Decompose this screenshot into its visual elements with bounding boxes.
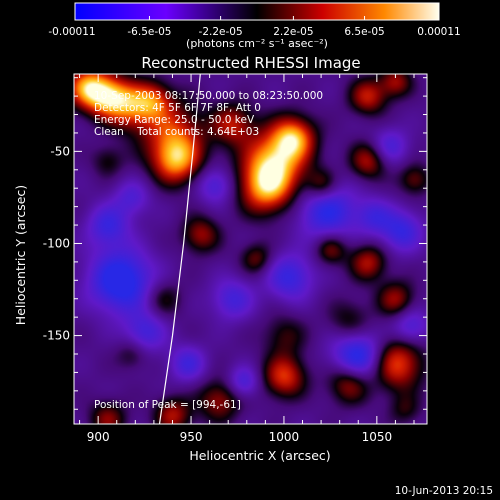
chart-title: Reconstructed RHESSI Image <box>141 54 360 72</box>
info-line-clean: Clean Total counts: 4.64E+03 <box>94 126 259 138</box>
colorbar-tick-label: -6.5e-05 <box>127 26 171 38</box>
solar-limb-line <box>158 73 201 425</box>
info-block: 10-Sep-2003 08:17:50.000 to 08:23:50.000… <box>94 90 323 138</box>
colorbar-units: (photons cm⁻² s⁻¹ asec⁻²) <box>186 37 328 50</box>
y-axis-label: Heliocentric Y (arcsec) <box>13 185 28 325</box>
plot-frame <box>73 73 428 425</box>
colorbar-frame <box>74 2 440 21</box>
info-line-detectors: Detectors: 4F 5F 6F 7F 8F, Att 0 <box>94 102 261 114</box>
colorbar-tick-label: 2.2e-05 <box>273 26 313 38</box>
date-stamp: 10-Jun-2013 20:15 <box>395 485 493 497</box>
y-tick-label: -100 <box>43 236 70 250</box>
colorbar-gradient <box>75 3 439 20</box>
axes: 900 950 1000 1050 -50 -100 -150 <box>43 74 427 444</box>
peak-annotation: Position of Peak = [994,-61] <box>94 399 241 411</box>
y-tick-label: -50 <box>50 144 70 158</box>
info-line-time: 10-Sep-2003 08:17:50.000 to 08:23:50.000 <box>94 90 323 102</box>
x-tick-label: 950 <box>180 430 203 444</box>
colorbar: -0.00011 -6.5e-05 -2.2e-05 2.2e-05 6.5e-05 0.… <box>48 2 461 50</box>
colorbar-tick-label: -2.2e-05 <box>199 26 243 38</box>
x-tick-label: 1050 <box>362 430 393 444</box>
x-tick-label: 1000 <box>269 430 300 444</box>
colorbar-tick-label: 6.5e-05 <box>344 26 384 38</box>
heatmap-container <box>74 74 427 424</box>
y-tick-label: -150 <box>43 329 70 343</box>
colorbar-tick-label: 0.00011 <box>417 26 460 38</box>
colorbar-ticks: -0.00011 -6.5e-05 -2.2e-05 2.2e-05 6.5e-05 0.… <box>48 16 461 38</box>
info-line-energy: Energy Range: 25.0 - 50.0 keV <box>94 114 255 126</box>
colorbar-tick-label: -0.00011 <box>48 26 95 38</box>
x-axis-label: Heliocentric X (arcsec) <box>189 448 330 463</box>
x-tick-label: 900 <box>87 430 110 444</box>
